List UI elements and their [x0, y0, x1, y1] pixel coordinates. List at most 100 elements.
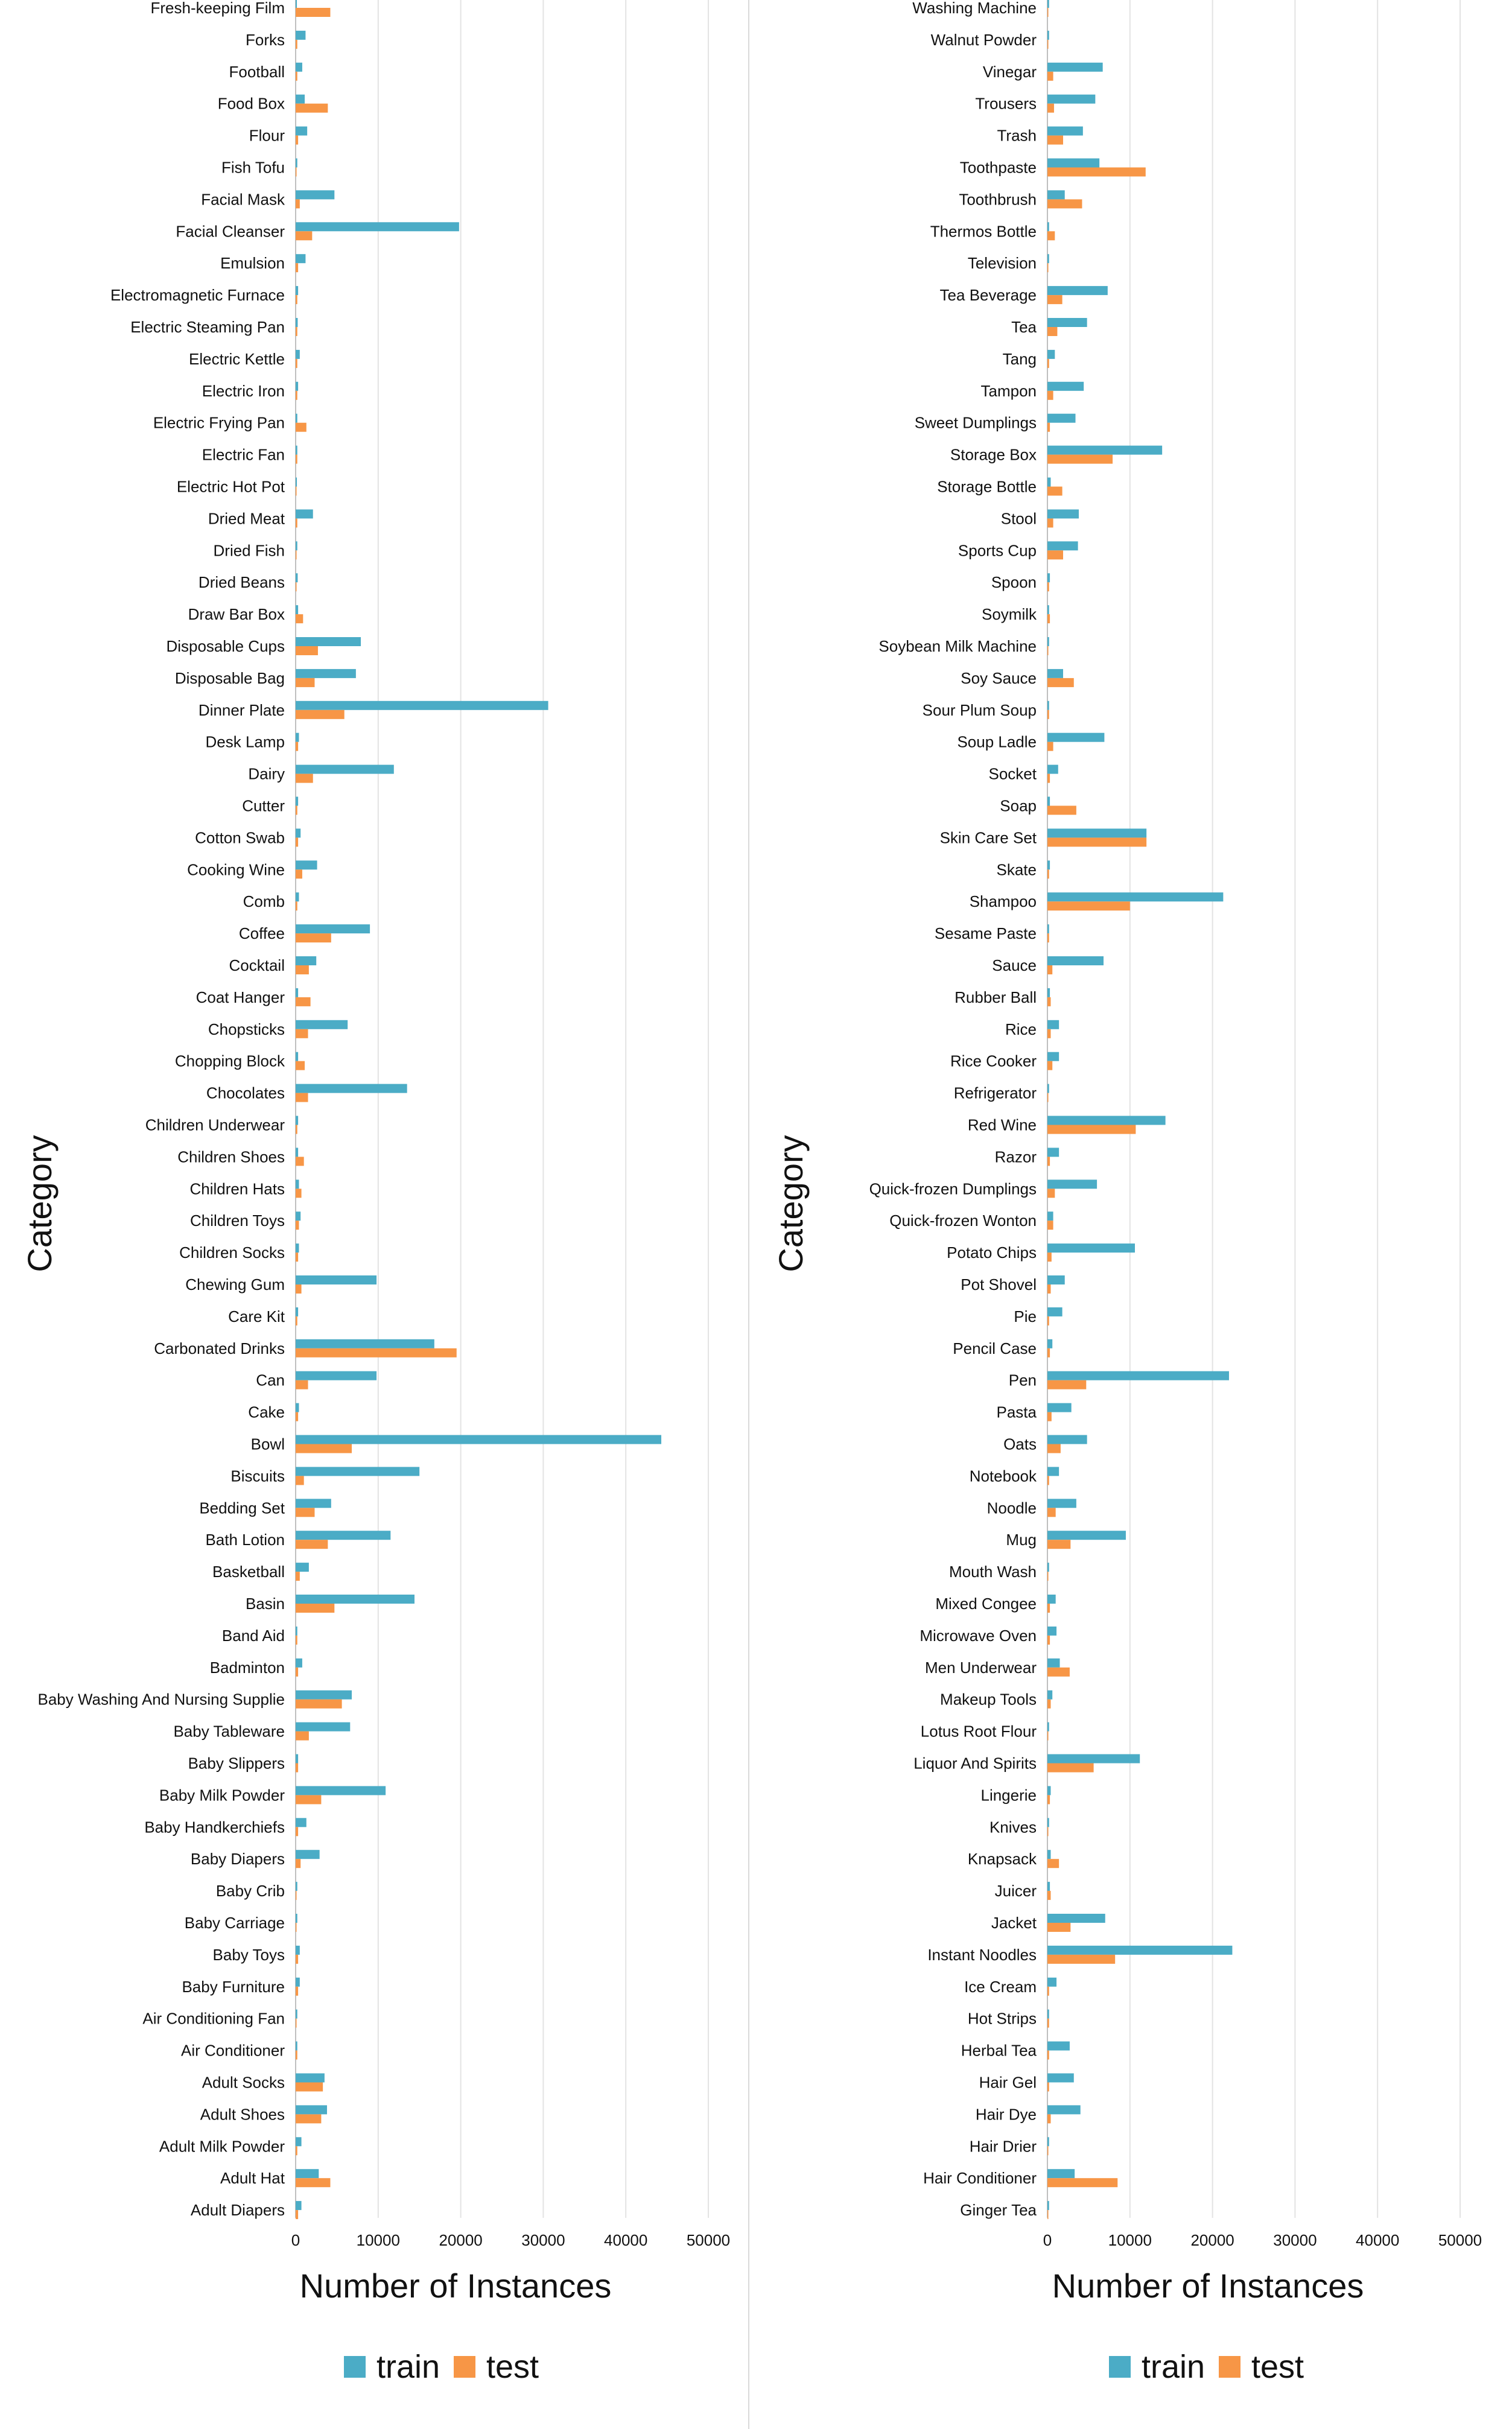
bar-test [1047, 933, 1049, 943]
bar-train [1047, 318, 1087, 327]
x-tick-label: 10000 [1108, 2231, 1152, 2249]
bar-train [296, 1371, 377, 1380]
bar-test [1047, 1221, 1053, 1230]
bar-train [1047, 1563, 1049, 1572]
bar-train [296, 190, 335, 200]
bar-test [296, 933, 331, 943]
category-label: Dried Fish [214, 541, 285, 559]
legend-label-test: test [1251, 2349, 1304, 2385]
bar-train [296, 381, 299, 391]
bar-train [296, 445, 297, 455]
category-label: Pencil Case [953, 1339, 1037, 1357]
bar-train [1047, 509, 1079, 519]
bar-test [296, 295, 297, 305]
bar-train [296, 924, 370, 934]
category-label: Soymilk [982, 605, 1037, 623]
category-label: Tang [1003, 350, 1037, 368]
bar-train [1047, 924, 1049, 934]
bar-train [1047, 1850, 1051, 1859]
category-label: Liquor And Spirits [913, 1754, 1037, 1773]
bar-train [1047, 1786, 1051, 1796]
x-tick-label: 50000 [687, 2231, 730, 2249]
bar-test [296, 454, 297, 464]
bars [296, 0, 662, 2220]
bar-test [296, 1763, 299, 1773]
bar-test [296, 1284, 302, 1294]
category-label: Biscuits [230, 1467, 285, 1485]
bar-train [1047, 1658, 1060, 1668]
legend: train test [344, 2349, 539, 2385]
bar-train [1047, 1052, 1059, 1061]
bar-train [296, 94, 305, 104]
bar-test [296, 1253, 299, 1262]
bar-train [296, 1148, 299, 1157]
category-label: Facial Mask [201, 190, 285, 208]
bar-train [296, 1307, 299, 1316]
category-label: Mug [1006, 1531, 1037, 1549]
bar-test [1047, 773, 1050, 783]
bar-test [1047, 1731, 1049, 1741]
bar-test [1047, 1604, 1050, 1613]
bar-test [1047, 1508, 1056, 1517]
bar-test [296, 1827, 299, 1837]
category-label: Baby Toys [213, 1946, 285, 1964]
bar-train [296, 1180, 299, 1189]
bar-train [1047, 637, 1049, 646]
bar-train [296, 1211, 301, 1221]
bar-test [1047, 582, 1049, 592]
bar-test [1047, 1157, 1050, 1166]
bar-test [1047, 518, 1053, 528]
bar-train [296, 1977, 300, 1987]
category-label: Dried Meat [208, 509, 285, 527]
bar-test [296, 646, 318, 655]
category-label: Disposable Bag [175, 669, 285, 687]
bar-train [1047, 381, 1084, 391]
category-label: Adult Socks [202, 2074, 285, 2092]
bar-test [296, 614, 303, 624]
bar-test [296, 678, 315, 687]
bar-test [1047, 1763, 1094, 1773]
bar-train [296, 254, 306, 264]
category-label: Herbal Tea [961, 2042, 1037, 2060]
category-label: Tea [1011, 318, 1037, 336]
bar-test [1047, 1635, 1050, 1645]
bar-test [1047, 295, 1063, 305]
bar-train [296, 828, 301, 838]
category-label: Refrigerator [954, 1084, 1037, 1102]
category-label: Coat Hanger [196, 988, 285, 1006]
category-label: Lotus Root Flour [921, 1723, 1037, 1741]
category-label: Skin Care Set [940, 828, 1037, 846]
category-label: Children Underwear [145, 1116, 285, 1134]
category-label: Vinegar [983, 63, 1037, 81]
category-label: Adult Diapers [191, 2201, 285, 2219]
bar-train [296, 1722, 351, 1732]
category-label: Adult Shoes [200, 2105, 285, 2123]
category-label: Trousers [975, 95, 1037, 113]
category-label: Food Box [218, 95, 285, 113]
category-label: Football [229, 63, 285, 81]
bar-train [1047, 0, 1049, 8]
bar-train [296, 764, 394, 774]
category-label: Jacket [991, 1914, 1037, 1932]
bar-train [296, 892, 299, 902]
category-label: Baby Carriage [185, 1914, 285, 1932]
bar-test [296, 1348, 457, 1357]
bar-test [296, 1061, 305, 1070]
bar-test [1047, 1412, 1052, 1421]
bar-train [296, 477, 297, 487]
category-label: Microwave Oven [920, 1627, 1037, 1645]
bar-train [296, 1850, 320, 1859]
bar-test [1047, 1253, 1052, 1262]
category-label: Television [968, 254, 1037, 272]
bar-train [296, 158, 297, 168]
category-label: Air Conditioner [181, 2042, 285, 2060]
category-label: Cooking Wine [187, 860, 285, 878]
x-tick-label: 30000 [521, 2231, 565, 2249]
bar-train [296, 62, 302, 72]
bar-test [1047, 199, 1082, 209]
bar-train [1047, 1020, 1059, 1029]
bar-test [1047, 167, 1146, 177]
bar-train [1047, 1307, 1063, 1316]
category-label: Chopsticks [208, 1020, 285, 1038]
category-label: Toothpaste [960, 159, 1037, 177]
